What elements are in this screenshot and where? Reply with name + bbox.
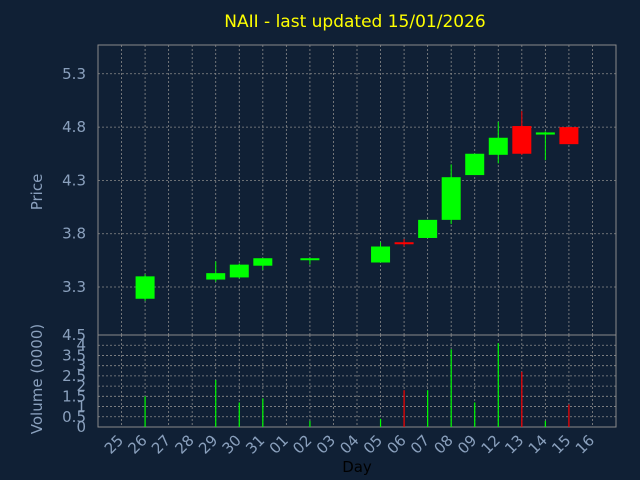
volume-tick-label: 3.5 (62, 346, 86, 364)
candle-body (535, 132, 555, 135)
candle-body (488, 137, 508, 155)
candle-body (512, 126, 532, 154)
candle-body (418, 219, 438, 238)
price-axis-label: Price (28, 174, 46, 211)
volume-tick-label: 3 (76, 357, 86, 375)
candle-body (371, 246, 391, 263)
candle-body (300, 258, 320, 261)
volume-tick-label: 1 (76, 398, 86, 416)
volume-tick-label: 1.5 (62, 387, 86, 405)
volume-tick-label: 2.5 (62, 367, 86, 385)
x-tick-label: 28 (172, 431, 198, 457)
candle-body (441, 177, 461, 220)
candle-body (206, 273, 226, 280)
price-panel: 3.3 3.8 4.3 4.8 5.3 Price (28, 44, 617, 336)
candle-body (465, 153, 485, 176)
price-tick-label: 4.8 (62, 118, 86, 136)
x-tick-label: 03 (313, 431, 339, 457)
price-tick-label: 4.3 (62, 171, 86, 189)
x-tick-label: 06 (383, 431, 409, 457)
candle-body (135, 276, 155, 299)
x-tick-label: 12 (478, 431, 504, 457)
chart-title: NAII - last updated 15/01/2026 (224, 12, 486, 32)
x-tick-label: 09 (454, 431, 480, 457)
x-tick-label: 15 (548, 431, 574, 457)
candle-body (229, 264, 249, 278)
x-tick-label: 26 (124, 431, 150, 457)
candle-body (559, 127, 579, 145)
volume-tick-label: 0.5 (62, 408, 86, 426)
x-tick-label: 05 (360, 431, 386, 457)
volume-tick-label: 4.5 (62, 326, 86, 344)
volume-axis-label: Volume (0000) (28, 324, 46, 434)
x-tick-label: 29 (195, 431, 221, 457)
volume-tick-label: 2 (76, 377, 86, 395)
volume-tick-label: 4 (76, 336, 86, 354)
price-tick-label: 3.8 (62, 225, 86, 243)
x-tick-label: 02 (289, 431, 315, 457)
volume-panel: 00.511.522.533.544.5 Volume (0000) (28, 324, 617, 436)
x-tick-label: 14 (525, 431, 551, 457)
x-axis: 2526272829303101020304050607080912131415… (101, 431, 598, 476)
price-tick-label: 5.3 (62, 65, 86, 83)
price-tick-label: 3.3 (62, 278, 86, 296)
x-tick-label: 01 (266, 431, 292, 457)
x-axis-label: Day (342, 458, 372, 476)
x-tick-label: 04 (336, 431, 362, 457)
x-tick-label: 08 (431, 431, 457, 457)
x-tick-label: 25 (101, 431, 127, 457)
x-tick-label: 07 (407, 431, 433, 457)
x-tick-label: 31 (242, 431, 268, 457)
x-tick-label: 30 (219, 431, 245, 457)
x-tick-label: 27 (148, 431, 174, 457)
volume-tick-label: 0 (76, 418, 86, 436)
x-tick-label: 16 (572, 431, 598, 457)
x-tick-label: 13 (501, 431, 527, 457)
candle-body (394, 242, 414, 245)
candle-body (253, 258, 273, 266)
